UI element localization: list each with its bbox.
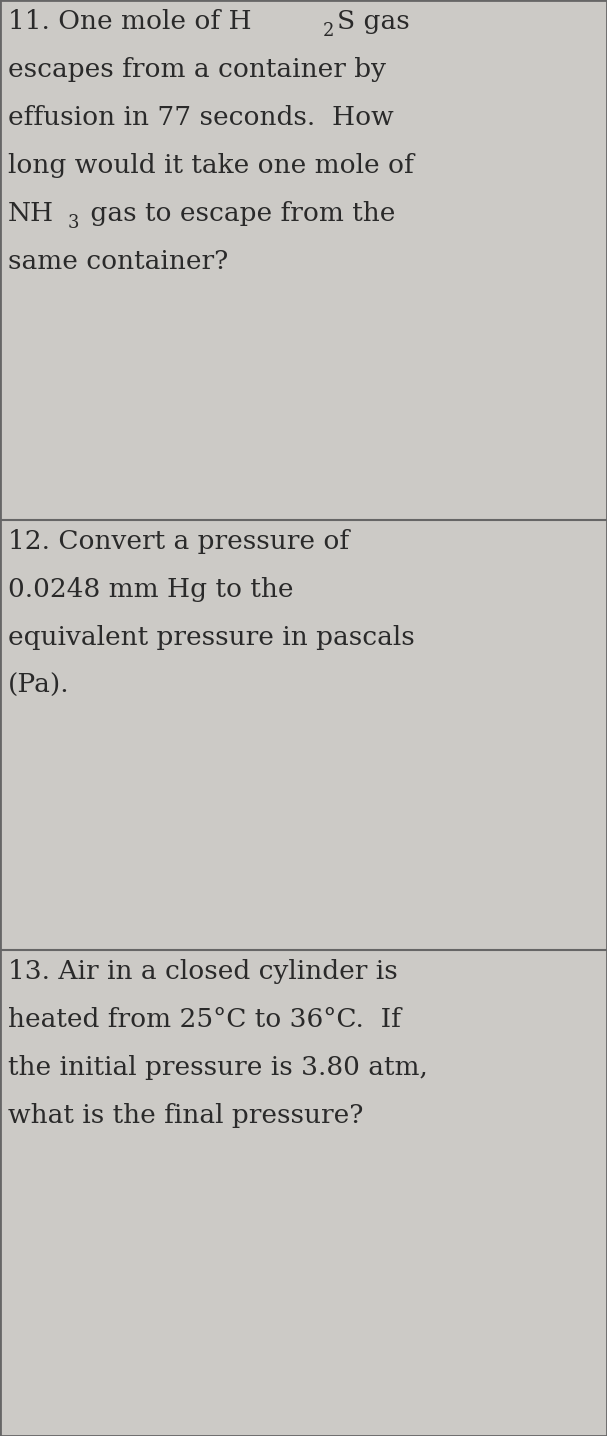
Text: 13. Air in a closed cylinder is: 13. Air in a closed cylinder is: [8, 959, 398, 984]
Text: equivalent pressure in pascals: equivalent pressure in pascals: [8, 625, 415, 651]
Text: S gas: S gas: [337, 9, 410, 34]
Text: 3: 3: [67, 214, 79, 231]
Text: 0.0248 mm Hg to the: 0.0248 mm Hg to the: [8, 577, 294, 602]
Text: 2: 2: [322, 22, 334, 40]
Text: same container?: same container?: [8, 248, 228, 274]
Text: gas to escape from the: gas to escape from the: [83, 201, 396, 225]
Text: NH: NH: [8, 201, 54, 225]
Text: effusion in 77 seconds.  How: effusion in 77 seconds. How: [8, 105, 394, 131]
Text: escapes from a container by: escapes from a container by: [8, 57, 386, 82]
Text: what is the final pressure?: what is the final pressure?: [8, 1103, 364, 1129]
Text: 12. Convert a pressure of: 12. Convert a pressure of: [8, 528, 349, 554]
Text: the initial pressure is 3.80 atm,: the initial pressure is 3.80 atm,: [8, 1055, 428, 1080]
Text: 11. One mole of H: 11. One mole of H: [8, 9, 252, 34]
Text: long would it take one mole of: long would it take one mole of: [8, 154, 414, 178]
Text: (Pa).: (Pa).: [8, 673, 70, 698]
Text: heated from 25°C to 36°C.  If: heated from 25°C to 36°C. If: [8, 1007, 401, 1032]
